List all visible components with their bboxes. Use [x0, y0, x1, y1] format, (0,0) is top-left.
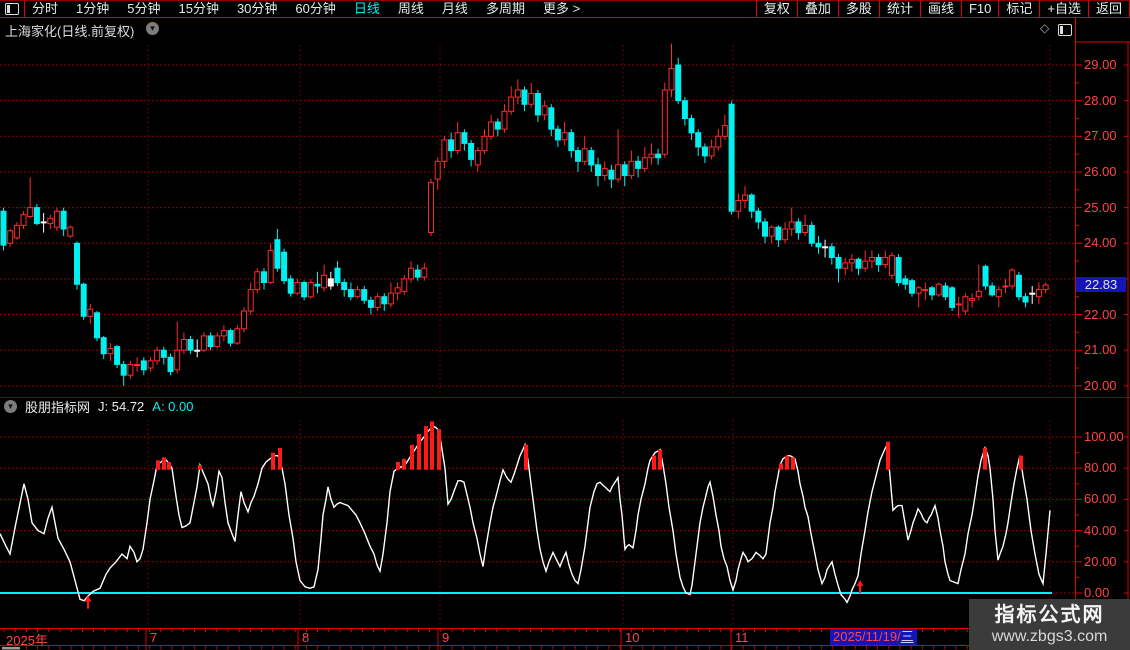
price-tick-label: 27.00	[1084, 128, 1117, 144]
watermark: 指标公式网 www.zbgs3.com	[969, 599, 1130, 650]
indicator-j-value: J: 54.72	[98, 398, 145, 414]
panel-split-icon[interactable]	[1058, 24, 1072, 36]
indicator-header: ▾ 股朋指标网 J: 54.72 A: 0.00	[4, 398, 194, 415]
current-date-weekday: 三	[900, 629, 914, 644]
tab-周线[interactable]: 周线	[397, 1, 424, 16]
last-price-badge: 22.83	[1076, 277, 1126, 292]
toolbar-button-复权[interactable]: 复权	[757, 1, 798, 17]
month-label-11: 11	[735, 630, 749, 645]
toolbar-button-返回[interactable]: 返回	[1089, 1, 1130, 17]
indicator-tick-label: 100.00	[1084, 429, 1124, 444]
diamond-icon[interactable]: ◇	[1040, 21, 1050, 35]
price-tick-label: 24.00	[1084, 235, 1117, 251]
month-label-9: 9	[442, 630, 450, 645]
watermark-url: www.zbgs3.com	[991, 627, 1108, 645]
indicator-chevron-down-icon[interactable]: ▾	[4, 399, 17, 413]
indicator-name: 股朋指标网	[25, 399, 91, 415]
price-tick-label: 25.00	[1084, 199, 1117, 215]
price-tick-label: 22.00	[1084, 306, 1117, 322]
toolbar-button-F10[interactable]: F10	[962, 1, 1000, 17]
tab-多周期[interactable]: 多周期	[485, 1, 525, 16]
indicator-tick-label: 20.00	[1084, 553, 1117, 569]
price-tick-label: 21.00	[1084, 342, 1117, 358]
toolbar-button-叠加[interactable]: 叠加	[798, 1, 839, 17]
toolbar-button-+自选[interactable]: +自选	[1040, 1, 1089, 17]
year-label: 2025年	[6, 633, 48, 648]
indicator-a-value: A: 0.00	[152, 398, 194, 414]
toolbar-buttons: 复权 叠加 多股 统计 画线 F10 标记 +自选 返回	[755, 1, 1130, 17]
price-tick-label: 29.00	[1084, 57, 1117, 72]
toolbar-button-统计[interactable]: 统计	[880, 1, 921, 17]
title-chevron-down-icon[interactable]: ▾	[146, 22, 159, 35]
tab-分时[interactable]: 分时	[32, 1, 59, 16]
tab-更多 >[interactable]: 更多 >	[542, 1, 581, 16]
watermark-title: 指标公式网	[994, 603, 1105, 626]
price-tick-label: 28.00	[1084, 92, 1117, 108]
panel-toggle-icon[interactable]	[0, 1, 25, 17]
toolbar-button-标记[interactable]: 标记	[999, 1, 1041, 17]
month-label-10: 10	[625, 630, 640, 645]
tab-日线[interactable]: 日线	[353, 1, 380, 16]
tab-1分钟[interactable]: 1分钟	[76, 1, 110, 16]
current-date-text: 2025/11/19/	[833, 629, 901, 644]
tab-月线[interactable]: 月线	[441, 1, 468, 16]
stock-title: 上海家化(日线.前复权)	[5, 24, 135, 39]
toolbar-button-多股[interactable]: 多股	[839, 1, 880, 17]
tab-15分钟[interactable]: 15分钟	[178, 1, 219, 16]
indicator-tick-label: 40.00	[1084, 522, 1117, 538]
indicator-tick-label: 0.00	[1084, 585, 1110, 600]
month-label-8: 8	[302, 630, 310, 645]
price-tick-label: 26.00	[1084, 163, 1117, 179]
month-label-7: 7	[150, 630, 158, 645]
toolbar-button-画线[interactable]: 画线	[921, 1, 962, 17]
top-toolbar: 分时 1分钟 5分钟 15分钟 30分钟 60分钟 日线 周线 月线 多周期 更多 > 复权 叠加 多股…	[0, 0, 1130, 18]
indicator-tick-label: 60.00	[1084, 491, 1117, 507]
current-date-badge: 2025/11/19/三	[830, 629, 917, 645]
period-tabs: 分时 1分钟 5分钟 15分钟 30分钟 60分钟 日线 周线 月线 多周期 更多 >	[32, 1, 580, 17]
indicator-tick-label: 80.00	[1084, 460, 1117, 476]
tab-30分钟[interactable]: 30分钟	[236, 1, 278, 16]
date-axis: 2025年 2025/11/19/三 7 8 9 10 11	[0, 629, 1130, 648]
tab-60分钟[interactable]: 60分钟	[295, 1, 336, 16]
title-row: 上海家化(日线.前复权) ▾ ◇	[0, 18, 1130, 40]
tab-5分钟[interactable]: 5分钟	[127, 1, 161, 16]
price-tick-label: 20.00	[1084, 377, 1117, 393]
